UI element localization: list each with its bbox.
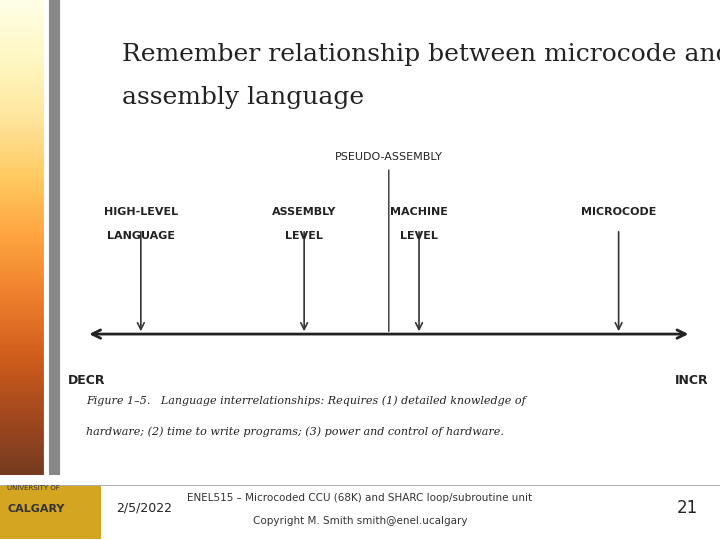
Text: Remember relationship between microcode and: Remember relationship between microcode … <box>122 43 720 66</box>
Bar <box>0 485 101 539</box>
Text: assembly language: assembly language <box>122 85 364 109</box>
Text: MACHINE: MACHINE <box>390 207 448 217</box>
Text: CALGARY: CALGARY <box>7 504 65 515</box>
Text: LANGUAGE: LANGUAGE <box>107 232 175 241</box>
Text: DECR: DECR <box>68 374 105 387</box>
Text: LEVEL: LEVEL <box>400 232 438 241</box>
Text: 2/5/2022: 2/5/2022 <box>116 501 172 514</box>
Text: hardware; (2) time to write programs; (3) power and control of hardware.: hardware; (2) time to write programs; (3… <box>86 427 504 437</box>
Text: INCR: INCR <box>675 374 708 387</box>
Text: HIGH-LEVEL: HIGH-LEVEL <box>104 207 178 217</box>
Text: PSEUDO-ASSEMBLY: PSEUDO-ASSEMBLY <box>335 152 443 162</box>
Text: UNIVERSITY OF: UNIVERSITY OF <box>7 485 60 491</box>
Text: LEVEL: LEVEL <box>285 232 323 241</box>
Text: Copyright M. Smith smith@enel.ucalgary: Copyright M. Smith smith@enel.ucalgary <box>253 516 467 525</box>
Text: ASSEMBLY: ASSEMBLY <box>272 207 336 217</box>
Text: MICROCODE: MICROCODE <box>581 207 657 217</box>
Text: ENEL515 – Microcoded CCU (68K) and SHARC loop/subroutine unit: ENEL515 – Microcoded CCU (68K) and SHARC… <box>187 493 533 503</box>
Text: 21: 21 <box>677 498 698 517</box>
Text: Figure 1–5.   Language interrelationships: Requires (1) detailed knowledge of: Figure 1–5. Language interrelationships:… <box>86 396 526 407</box>
